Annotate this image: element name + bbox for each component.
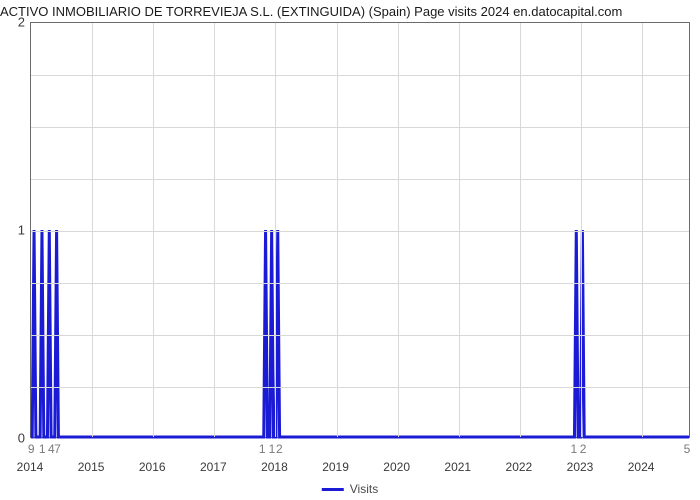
grid-line-v xyxy=(398,23,399,437)
y-tick: 0 xyxy=(18,431,25,446)
grid-line-v xyxy=(337,23,338,437)
x-tick-year: 2023 xyxy=(567,460,594,474)
x-tick-year: 2024 xyxy=(628,460,655,474)
x-tick-value: 1 xyxy=(269,442,276,456)
x-tick-value: 1 xyxy=(259,442,266,456)
grid-line-v xyxy=(642,23,643,437)
x-tick-year: 2014 xyxy=(17,460,44,474)
x-tick-year: 2018 xyxy=(261,460,288,474)
grid-line-v xyxy=(275,23,276,437)
grid-line-h xyxy=(31,335,689,336)
x-tick-year: 2016 xyxy=(139,460,166,474)
grid-line-v xyxy=(153,23,154,437)
x-tick-year: 2021 xyxy=(444,460,471,474)
chart-title: ACTIVO INMOBILIARIO DE TORREVIEJA S.L. (… xyxy=(0,4,700,19)
y-tick: 2 xyxy=(18,15,25,30)
plot-area xyxy=(30,22,690,438)
legend-swatch xyxy=(322,488,344,491)
x-tick-value: 7 xyxy=(54,442,61,456)
grid-line-h xyxy=(31,179,689,180)
grid-line-h xyxy=(31,283,689,284)
x-tick-year: 2022 xyxy=(506,460,533,474)
grid-line-v xyxy=(581,23,582,437)
x-tick-year: 2017 xyxy=(200,460,227,474)
x-tick-year: 2020 xyxy=(383,460,410,474)
x-tick-year: 2019 xyxy=(322,460,349,474)
x-tick-year: 2015 xyxy=(78,460,105,474)
x-tick-value: 2 xyxy=(276,442,283,456)
x-tick-value: 2 xyxy=(580,442,587,456)
x-tick-value: 5 xyxy=(684,442,691,456)
grid-line-h xyxy=(31,387,689,388)
x-tick-value: 9 xyxy=(28,442,35,456)
series-line xyxy=(31,23,689,437)
legend-label: Visits xyxy=(350,482,378,496)
grid-line-h xyxy=(31,127,689,128)
grid-line-v xyxy=(520,23,521,437)
x-tick-value: 1 xyxy=(571,442,578,456)
grid-line-v xyxy=(214,23,215,437)
grid-line-h xyxy=(31,75,689,76)
grid-line-v xyxy=(92,23,93,437)
visits-chart: ACTIVO INMOBILIARIO DE TORREVIEJA S.L. (… xyxy=(0,0,700,500)
grid-line-v xyxy=(459,23,460,437)
grid-line-h xyxy=(31,231,689,232)
legend: Visits xyxy=(322,482,378,496)
y-tick: 1 xyxy=(18,223,25,238)
x-tick-value: 1 xyxy=(39,442,46,456)
